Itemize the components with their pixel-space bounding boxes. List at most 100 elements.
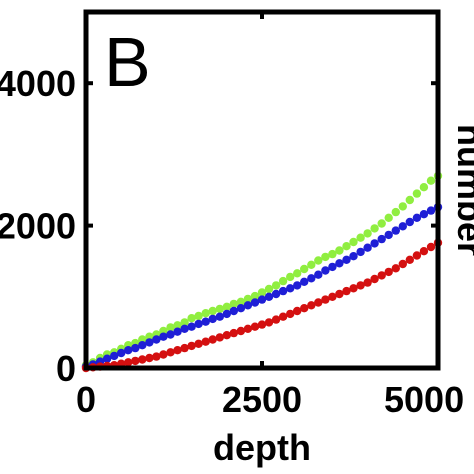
data-point [250, 322, 260, 331]
data-point [180, 318, 189, 327]
data-point [117, 348, 126, 358]
data-point [187, 322, 196, 331]
data-point [370, 224, 379, 233]
data-point [321, 252, 330, 262]
data-point [271, 281, 281, 290]
data-point [328, 262, 337, 272]
data-point [124, 358, 133, 367]
data-point [412, 213, 422, 222]
data-point [131, 356, 140, 366]
data-point [307, 274, 316, 283]
data-point [173, 327, 182, 336]
data-point [342, 242, 351, 251]
data-point [335, 246, 344, 255]
data-point [356, 281, 365, 290]
data-point [138, 355, 147, 364]
data-point [398, 259, 407, 269]
data-point [222, 309, 231, 319]
data-point [278, 286, 288, 296]
data-point [215, 304, 224, 314]
data-point [391, 226, 400, 235]
data-point [257, 320, 267, 329]
data-point [335, 259, 344, 268]
data-point [159, 332, 168, 341]
data-point [349, 284, 358, 293]
data-point [152, 352, 161, 361]
data-point [264, 292, 274, 301]
data-point [166, 330, 175, 339]
data-point [328, 292, 337, 301]
data-points [81, 171, 443, 373]
data-point [384, 230, 393, 240]
data-point [426, 242, 436, 252]
data-point [152, 335, 161, 344]
data-point [314, 298, 323, 307]
data-point [194, 311, 203, 321]
data-point [293, 306, 302, 316]
data-point [194, 339, 203, 348]
data-point [222, 302, 231, 311]
data-point [307, 260, 316, 269]
data-point [278, 276, 288, 286]
data-point [180, 343, 189, 353]
data-point [321, 266, 330, 275]
data-point [243, 294, 253, 304]
data-point [412, 189, 422, 198]
data-point [412, 251, 422, 260]
data-point [286, 309, 295, 319]
data-point [286, 284, 295, 293]
data-point [208, 314, 217, 324]
data-point [215, 333, 224, 342]
data-point [286, 272, 295, 282]
data-point [370, 274, 379, 284]
data-point [257, 295, 267, 304]
data-point [300, 264, 309, 274]
data-point [419, 247, 429, 256]
data-point [391, 264, 400, 273]
data-point [377, 234, 386, 244]
panel-label: B [104, 23, 151, 101]
data-point [384, 213, 393, 222]
data-point [349, 237, 358, 247]
data-point [300, 277, 309, 286]
data-point [215, 312, 224, 321]
data-point [363, 278, 372, 287]
y-axis-label: number [450, 124, 474, 256]
y-tick-label: 2000 [0, 206, 76, 247]
data-point [293, 269, 302, 278]
data-point [264, 284, 274, 294]
x-tick-label: 2500 [222, 379, 302, 420]
data-point [314, 256, 323, 265]
data-point [356, 247, 365, 257]
data-point [145, 353, 154, 363]
data-point [173, 321, 182, 330]
data-point [398, 222, 407, 231]
data-point [250, 298, 260, 307]
data-point [398, 202, 407, 211]
data-point [405, 255, 414, 264]
data-point [363, 243, 372, 252]
y-tick-label: 4000 [0, 63, 76, 104]
data-point [419, 210, 429, 219]
data-point [293, 281, 302, 290]
data-point [131, 343, 140, 353]
data-point [236, 297, 246, 306]
data-point [243, 324, 253, 333]
data-point [363, 229, 372, 238]
data-point [271, 315, 281, 324]
data-point [271, 289, 281, 299]
data-point [229, 299, 238, 309]
data-point [328, 249, 337, 259]
data-point [145, 338, 154, 347]
y-tick-label: 0 [56, 348, 76, 389]
x-tick-label: 0 [76, 379, 96, 420]
data-point [187, 314, 196, 323]
data-point [201, 337, 210, 346]
data-point [173, 346, 182, 355]
tick-marks [84, 12, 440, 370]
data-point [349, 252, 358, 261]
data-point [300, 304, 309, 313]
data-point [405, 195, 414, 205]
data-point [384, 267, 393, 277]
